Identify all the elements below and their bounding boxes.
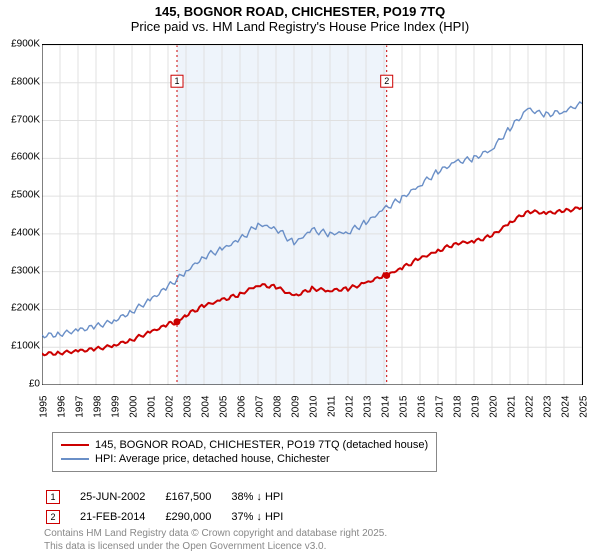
x-tick-label: 1998 xyxy=(93,396,104,428)
x-tick-label: 1996 xyxy=(57,396,68,428)
y-tick-label: £500K xyxy=(0,190,40,201)
plot-area: 12 xyxy=(42,44,583,385)
x-tick-label: 2025 xyxy=(579,396,590,428)
x-tick-label: 2018 xyxy=(453,396,464,428)
x-tick-label: 2004 xyxy=(201,396,212,428)
y-tick-label: £600K xyxy=(0,152,40,163)
x-tick-label: 2000 xyxy=(129,396,140,428)
x-tick-label: 2006 xyxy=(237,396,248,428)
y-tick-label: £400K xyxy=(0,227,40,238)
x-tick-label: 2008 xyxy=(273,396,284,428)
x-tick-label: 2010 xyxy=(309,396,320,428)
transaction-date: 25-JUN-2002 xyxy=(80,488,163,506)
svg-text:1: 1 xyxy=(174,76,179,86)
x-tick-label: 2001 xyxy=(147,396,158,428)
marker-badge: 1 xyxy=(46,490,60,504)
y-tick-label: £900K xyxy=(0,39,40,50)
x-tick-label: 2003 xyxy=(183,396,194,428)
footnote: Contains HM Land Registry data © Crown c… xyxy=(44,528,387,553)
svg-text:2: 2 xyxy=(384,76,389,86)
title-block: 145, BOGNOR ROAD, CHICHESTER, PO19 7TQ P… xyxy=(0,0,600,34)
x-tick-label: 2017 xyxy=(435,396,446,428)
footnote-line-1: Contains HM Land Registry data © Crown c… xyxy=(44,528,387,539)
footnote-line-2: This data is licensed under the Open Gov… xyxy=(44,541,326,552)
x-tick-label: 2016 xyxy=(417,396,428,428)
x-tick-label: 2013 xyxy=(363,396,374,428)
x-tick-label: 2019 xyxy=(471,396,482,428)
legend: 145, BOGNOR ROAD, CHICHESTER, PO19 7TQ (… xyxy=(52,432,437,472)
y-tick-label: £0 xyxy=(0,379,40,390)
transaction-price: £167,500 xyxy=(165,488,229,506)
legend-item: HPI: Average price, detached house, Chic… xyxy=(61,453,428,465)
y-tick-label: £200K xyxy=(0,303,40,314)
y-tick-label: £800K xyxy=(0,76,40,87)
x-tick-label: 1997 xyxy=(75,396,86,428)
transaction-table: 1 25-JUN-2002 £167,500 38% ↓ HPI 2 21-FE… xyxy=(44,486,303,528)
transaction-delta: 38% ↓ HPI xyxy=(231,488,301,506)
line-chart-svg: 12 xyxy=(42,45,582,385)
transaction-date: 21-FEB-2014 xyxy=(80,508,163,526)
x-tick-label: 2012 xyxy=(345,396,356,428)
marker-badge: 2 xyxy=(46,510,60,524)
legend-item: 145, BOGNOR ROAD, CHICHESTER, PO19 7TQ (… xyxy=(61,439,428,451)
table-row: 2 21-FEB-2014 £290,000 37% ↓ HPI xyxy=(46,508,301,526)
x-tick-label: 2011 xyxy=(327,396,338,428)
x-tick-label: 1999 xyxy=(111,396,122,428)
legend-text: HPI: Average price, detached house, Chic… xyxy=(95,453,330,465)
chart-container: 145, BOGNOR ROAD, CHICHESTER, PO19 7TQ P… xyxy=(0,0,600,560)
table-row: 1 25-JUN-2002 £167,500 38% ↓ HPI xyxy=(46,488,301,506)
x-tick-label: 2020 xyxy=(489,396,500,428)
y-tick-label: £300K xyxy=(0,265,40,276)
legend-text: 145, BOGNOR ROAD, CHICHESTER, PO19 7TQ (… xyxy=(95,439,428,451)
x-tick-label: 2021 xyxy=(507,396,518,428)
legend-swatch xyxy=(61,444,89,446)
x-tick-label: 1995 xyxy=(39,396,50,428)
x-tick-label: 2022 xyxy=(525,396,536,428)
transaction-delta: 37% ↓ HPI xyxy=(231,508,301,526)
transaction-price: £290,000 xyxy=(165,508,229,526)
x-tick-label: 2014 xyxy=(381,396,392,428)
x-tick-label: 2002 xyxy=(165,396,176,428)
y-tick-label: £700K xyxy=(0,114,40,125)
x-tick-label: 2005 xyxy=(219,396,230,428)
legend-swatch xyxy=(61,458,89,459)
y-tick-label: £100K xyxy=(0,341,40,352)
title-line-2: Price paid vs. HM Land Registry's House … xyxy=(0,19,600,34)
x-tick-label: 2023 xyxy=(543,396,554,428)
x-tick-label: 2009 xyxy=(291,396,302,428)
x-tick-label: 2024 xyxy=(561,396,572,428)
x-tick-label: 2007 xyxy=(255,396,266,428)
x-tick-label: 2015 xyxy=(399,396,410,428)
title-line-1: 145, BOGNOR ROAD, CHICHESTER, PO19 7TQ xyxy=(0,4,600,19)
